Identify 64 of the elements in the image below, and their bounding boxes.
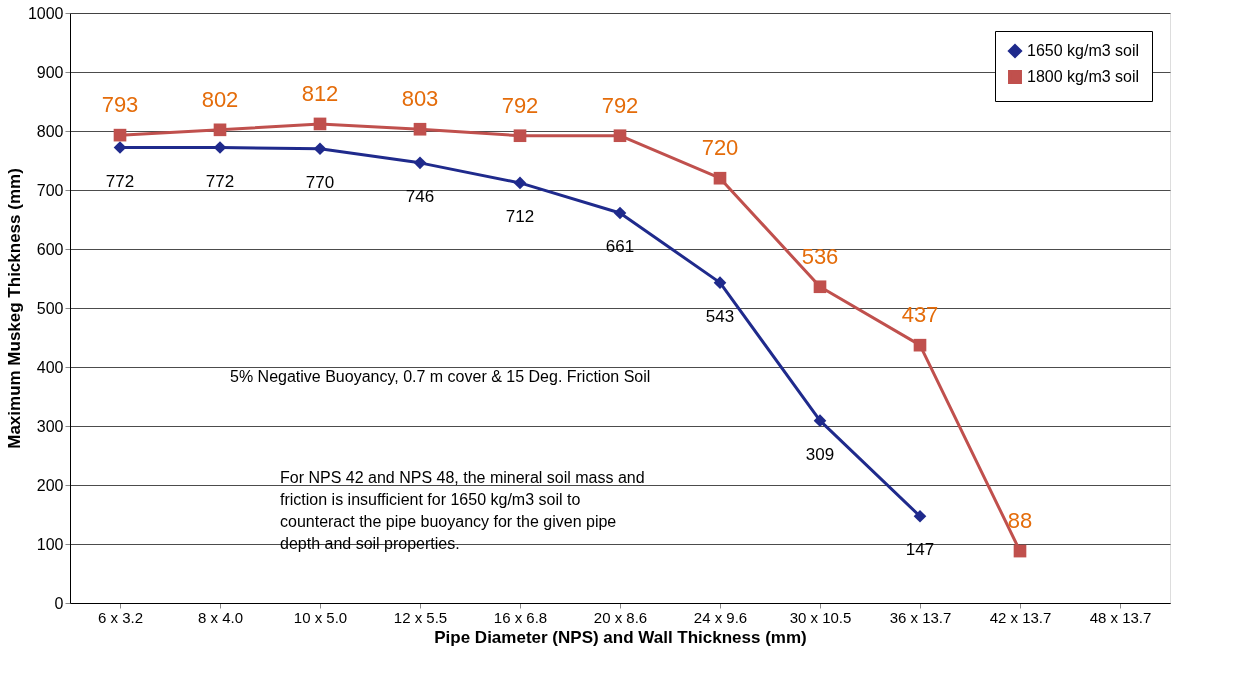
point xyxy=(613,129,627,143)
x-tick-label: 10 x 5.0 xyxy=(293,608,348,626)
data-label: 770 xyxy=(305,172,335,192)
y-tick-label: 400 xyxy=(36,358,64,376)
data-label: 772 xyxy=(105,171,135,191)
y-axis-title: Maximum Muskeg Thickness (mm) xyxy=(4,168,24,449)
point xyxy=(813,280,827,294)
data-label: 746 xyxy=(405,186,435,206)
x-tick-label: 20 x 8.6 xyxy=(593,608,648,626)
data-label: 543 xyxy=(705,306,735,326)
point xyxy=(413,156,427,170)
y-tick-label: 800 xyxy=(36,122,64,140)
data-label: 803 xyxy=(401,86,439,112)
x-tick-label: 36 x 13.7 xyxy=(889,608,952,626)
data-label: 712 xyxy=(505,206,535,226)
data-label: 793 xyxy=(101,92,139,118)
point xyxy=(513,129,527,143)
x-axis-title: Pipe Diameter (NPS) and Wall Thickness (mm) xyxy=(434,627,807,647)
point xyxy=(713,276,727,289)
point xyxy=(113,128,127,142)
data-label: 437 xyxy=(901,302,939,328)
point xyxy=(213,141,227,154)
point xyxy=(313,117,327,131)
point xyxy=(913,509,927,523)
data-label: 88 xyxy=(1007,508,1033,534)
annotation: 5% Negative Buoyancy, 0.7 m cover & 15 Deg. Friction Soil xyxy=(230,367,651,385)
y-tick-label: 300 xyxy=(36,417,64,435)
y-tick-label: 500 xyxy=(36,299,64,317)
data-label: 536 xyxy=(801,243,839,269)
y-tick-label: 100 xyxy=(36,535,64,553)
y-tick-label: 700 xyxy=(36,181,64,199)
data-label: 792 xyxy=(501,92,539,118)
data-label: 309 xyxy=(805,444,835,464)
x-tick-label: 24 x 9.6 xyxy=(693,608,748,626)
x-tick-label: 12 x 5.5 xyxy=(393,608,448,626)
point xyxy=(413,122,427,136)
point xyxy=(813,414,827,428)
point xyxy=(513,176,527,190)
x-tick-label: 30 x 10.5 xyxy=(789,608,852,626)
point xyxy=(213,123,227,137)
x-tick-label: 8 x 4.0 xyxy=(197,608,244,626)
point xyxy=(1013,544,1027,558)
point xyxy=(113,141,127,154)
y-tick-label: 200 xyxy=(36,476,64,494)
x-tick-label: 16 x 6.8 xyxy=(493,608,548,626)
x-tick-label: 42 x 13.7 xyxy=(989,608,1052,626)
legend-label: 1650 kg/m3 soil xyxy=(1027,42,1140,59)
data-label: 720 xyxy=(701,135,739,161)
data-label: 772 xyxy=(205,171,235,191)
y-tick-label: 600 xyxy=(36,240,64,258)
data-label: 792 xyxy=(601,92,639,118)
x-tick-label: 6 x 3.2 xyxy=(97,608,144,626)
x-tick-label: 48 x 13.7 xyxy=(1089,608,1152,626)
data-label: 802 xyxy=(201,86,239,112)
y-tick-label: 900 xyxy=(36,63,64,81)
point xyxy=(713,171,727,185)
point xyxy=(313,142,327,156)
y-tick-label: 0 xyxy=(54,594,64,612)
point xyxy=(613,206,627,220)
legend-label: 1800 kg/m3 soil xyxy=(1027,68,1140,85)
data-label: 812 xyxy=(301,80,339,106)
data-label: 147 xyxy=(905,540,935,560)
y-tick-label: 1000 xyxy=(27,4,64,22)
point xyxy=(913,338,927,352)
